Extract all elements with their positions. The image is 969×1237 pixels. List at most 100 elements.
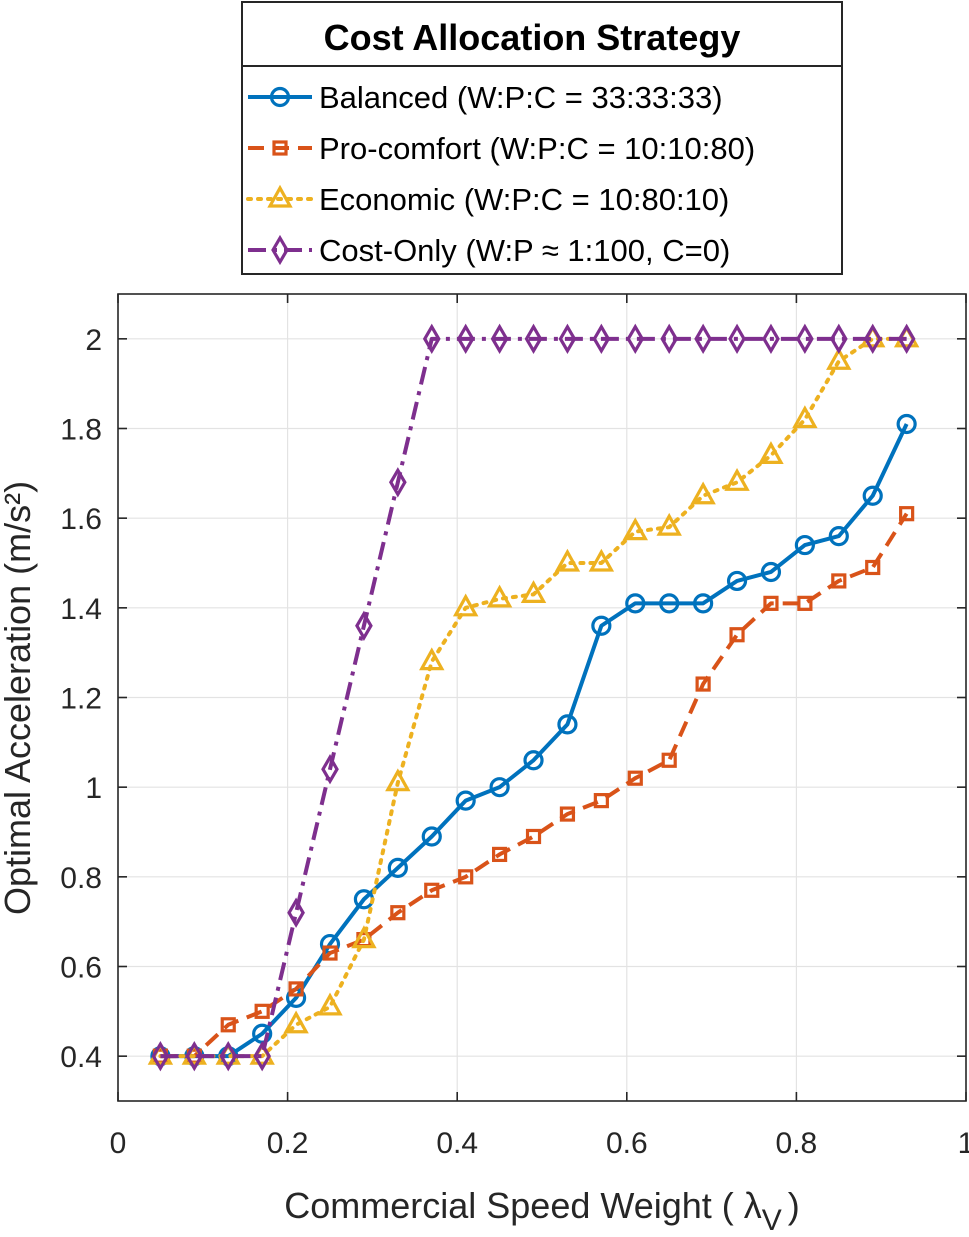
- data-point: [387, 857, 408, 878]
- data-point: [422, 323, 441, 355]
- data-point: [421, 826, 442, 847]
- data-point: [559, 806, 576, 822]
- data-point: [419, 647, 445, 671]
- x-axis-label: Commercial Speed Weight ( λV): [284, 1185, 800, 1237]
- legend-entry: Cost-Only (W:P ≈ 1:100, C=0): [248, 233, 730, 268]
- data-point: [490, 323, 509, 355]
- y-axis-label: Optimal Acceleration (m/s²): [0, 481, 38, 915]
- x-tick-label: 0.2: [267, 1127, 309, 1160]
- x-tick-label: 0.8: [776, 1127, 818, 1160]
- data-point: [524, 323, 543, 355]
- series-line: [158, 336, 909, 1059]
- data-point: [219, 1040, 238, 1072]
- data-point: [728, 323, 746, 355]
- data-point: [520, 580, 547, 603]
- x-tick-label: 0: [110, 1127, 127, 1160]
- data-point: [492, 846, 508, 863]
- data-point: [797, 595, 813, 611]
- data-point: [729, 627, 745, 643]
- data-point: [355, 610, 373, 641]
- data-point: [796, 323, 814, 355]
- x-axis-label-close: ): [788, 1185, 800, 1226]
- x-axis-label-main: Commercial Speed Weight ( λ: [284, 1185, 762, 1226]
- data-point: [694, 323, 712, 355]
- data-point: [625, 593, 646, 614]
- y-tick-label: 0.8: [60, 862, 102, 895]
- data-point: [322, 945, 338, 961]
- data-point: [254, 1003, 270, 1019]
- data-point: [452, 593, 479, 617]
- data-point: [828, 525, 849, 547]
- data-point: [758, 441, 784, 464]
- data-point: [390, 905, 406, 921]
- data-point: [388, 467, 407, 498]
- series-2: [152, 506, 915, 1064]
- data-point: [627, 770, 643, 786]
- data-point: [220, 1017, 236, 1033]
- y-tick-label: 1.6: [60, 503, 102, 536]
- data-point: [486, 584, 513, 608]
- data-point: [554, 548, 581, 572]
- data-point: [760, 561, 782, 583]
- y-tick-label: 2: [85, 324, 102, 357]
- legend-entry: Pro-comfort (W:P:C = 10:10:80): [248, 131, 755, 166]
- data-point: [656, 512, 682, 536]
- legend-marker: [272, 140, 288, 156]
- data-point: [253, 1040, 272, 1072]
- y-tick-label: 1.4: [60, 593, 102, 626]
- data-point: [659, 593, 680, 614]
- data-point: [591, 615, 612, 636]
- series-4: [151, 323, 916, 1072]
- data-point: [724, 468, 750, 491]
- data-point: [287, 897, 305, 928]
- x-tick-label: 0.4: [436, 1127, 478, 1160]
- data-point: [826, 346, 852, 370]
- data-point: [385, 768, 411, 792]
- data-point: [558, 323, 577, 355]
- data-point: [626, 323, 645, 355]
- data-point: [317, 992, 343, 1016]
- data-point: [622, 517, 648, 541]
- data-point: [693, 593, 714, 614]
- data-point: [865, 559, 881, 576]
- data-point: [185, 1040, 204, 1072]
- data-point: [896, 413, 917, 435]
- data-point: [690, 481, 716, 505]
- data-point: [351, 925, 377, 949]
- data-point: [763, 595, 779, 611]
- data-point: [321, 754, 339, 785]
- data-point: [695, 676, 711, 692]
- y-tick-label: 1: [85, 772, 102, 805]
- data-point: [525, 828, 542, 845]
- series-1: [150, 413, 917, 1067]
- data-point: [151, 1040, 170, 1072]
- legend-label: Economic (W:P:C = 10:80:10): [319, 182, 729, 217]
- data-point: [288, 981, 304, 997]
- series-line: [160, 423, 909, 1059]
- x-tick-label: 0.6: [606, 1127, 648, 1160]
- y-tick-label: 1.8: [60, 414, 102, 447]
- legend-label: Pro-comfort (W:P:C = 10:10:80): [319, 131, 755, 166]
- series-layer: [147, 323, 920, 1072]
- legend: Cost Allocation Strategy Balanced (W:P:C…: [241, 1, 843, 275]
- data-point: [283, 1010, 309, 1034]
- data-point: [899, 506, 915, 522]
- data-point: [661, 752, 677, 768]
- data-point: [862, 485, 883, 506]
- legend-entry: Economic (W:P:C = 10:80:10): [246, 182, 729, 217]
- data-point: [660, 323, 679, 355]
- data-point: [593, 793, 609, 809]
- axis-ticks: 0 0.2 0.4 0.6 0.8 1 0.4 0.6 0.8 1 1.2 1.4 1.6 1.8 2: [60, 294, 969, 1160]
- legend-marker: [269, 86, 291, 108]
- data-point: [424, 882, 440, 898]
- data-point: [726, 570, 748, 592]
- y-tick-label: 0.6: [60, 952, 102, 985]
- legend-box: [241, 1, 843, 275]
- data-point: [897, 323, 916, 355]
- grid-lines: [118, 294, 966, 1101]
- data-point: [863, 323, 882, 355]
- data-point: [588, 548, 615, 572]
- data-point: [523, 750, 544, 771]
- legend-marker: [271, 234, 289, 266]
